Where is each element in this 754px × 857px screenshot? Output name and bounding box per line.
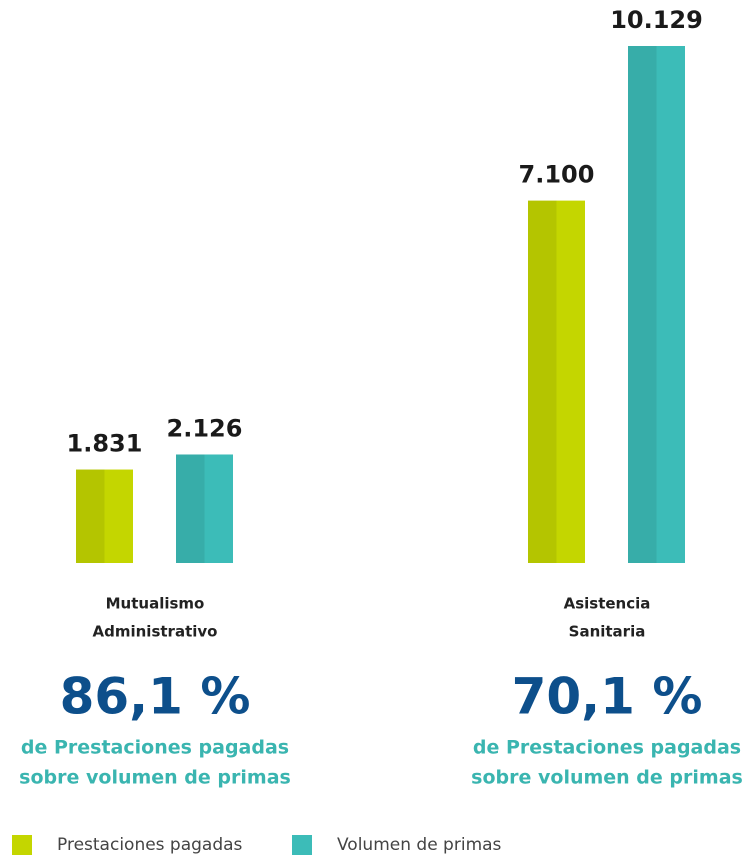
ratio: 86,1 % bbox=[60, 668, 251, 726]
ratio: 70,1 % bbox=[512, 668, 703, 726]
legend-swatch bbox=[12, 835, 32, 855]
bar bbox=[628, 46, 685, 563]
legend-label: Prestaciones pagadas bbox=[57, 835, 243, 855]
bar bbox=[528, 200, 585, 563]
value-label: 10.129 bbox=[610, 6, 703, 34]
category-label: Administrativo bbox=[93, 623, 218, 641]
bar bbox=[176, 454, 233, 563]
category-label: Mutualismo bbox=[106, 595, 205, 613]
ratio-caption: de Prestaciones pagadas bbox=[21, 737, 289, 759]
legend-swatch bbox=[292, 835, 312, 855]
legend-label: Volumen de primas bbox=[337, 835, 502, 855]
category-label: Sanitaria bbox=[569, 623, 646, 641]
bar bbox=[76, 469, 133, 563]
category-label: Asistencia bbox=[564, 595, 651, 613]
ratio-caption: de Prestaciones pagadas bbox=[473, 737, 741, 759]
ratio-caption: sobre volumen de primas bbox=[471, 767, 743, 789]
value-label: 7.100 bbox=[519, 161, 595, 189]
value-label: 2.126 bbox=[167, 414, 243, 442]
ratio-caption: sobre volumen de primas bbox=[19, 767, 291, 789]
value-label: 1.831 bbox=[67, 430, 143, 458]
